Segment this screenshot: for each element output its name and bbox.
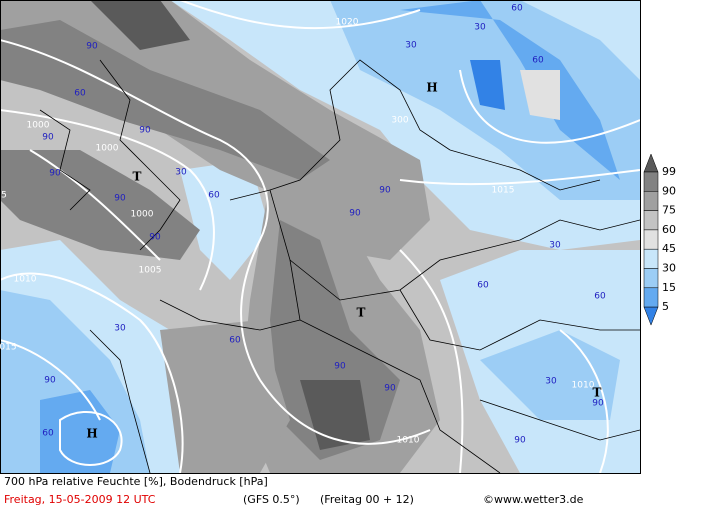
pressure-center: H <box>86 427 97 441</box>
pressure-center: H <box>426 81 437 95</box>
pressure-center: T <box>593 386 602 400</box>
legend: 99 90 75 60 45 30 15 5 <box>643 153 676 326</box>
footer-model: (GFS 0.5°) <box>243 493 300 506</box>
contour-label: 1010 <box>572 381 595 391</box>
footer-title: 700 hPa relative Feuchte [%], Bodendruck… <box>4 475 268 488</box>
legend-swatch <box>643 268 659 289</box>
contour-label: 90 <box>349 209 361 219</box>
contour-label: 90 <box>384 384 396 394</box>
contour-label: 90 <box>42 133 54 143</box>
contour-label: 30 <box>474 23 486 33</box>
legend-label: 90 <box>662 184 676 197</box>
legend-label: 60 <box>662 223 676 236</box>
contour-label: 60 <box>594 292 606 302</box>
contour-label: 90 <box>149 233 161 243</box>
contour-label: 1005 <box>139 266 162 276</box>
pressure-center: T <box>357 306 366 320</box>
map-field <box>1 1 640 473</box>
legend-swatch <box>643 210 659 231</box>
legend-label: 5 <box>662 300 669 313</box>
map-frame <box>0 0 641 474</box>
contour-label: 90 <box>86 42 98 52</box>
legend-swatch <box>643 287 659 308</box>
legend-swatch <box>643 248 659 269</box>
footer-date: Freitag, 15-05-2009 12 UTC <box>4 493 156 506</box>
legend-label: 45 <box>662 242 676 255</box>
contour-label: 1000 <box>96 144 119 154</box>
contour-label: 90 <box>49 169 61 179</box>
contour-label: 90 <box>379 186 391 196</box>
contour-label: 015 <box>0 343 17 353</box>
contour-label: 90 <box>592 399 604 409</box>
contour-label: 5 <box>1 191 7 201</box>
legend-swatch <box>643 306 659 326</box>
contour-label: 60 <box>74 89 86 99</box>
contour-label: 60 <box>511 4 523 14</box>
contour-label: 90 <box>44 376 56 386</box>
legend-label: 99 <box>662 165 676 178</box>
pressure-center: T <box>133 170 142 184</box>
contour-label: 90 <box>514 436 526 446</box>
legend-swatch <box>643 229 659 250</box>
legend-swatch <box>643 191 659 211</box>
contour-label: 30 <box>549 241 561 251</box>
contour-label: 30 <box>405 41 417 51</box>
footer-run: (Freitag 00 + 12) <box>320 493 414 506</box>
contour-label: 1000 <box>27 121 50 131</box>
legend-swatch <box>643 171 659 192</box>
contour-label: 300 <box>391 116 408 126</box>
contour-label: 1015 <box>492 186 515 196</box>
contour-label: 60 <box>229 336 241 346</box>
contour-label: 30 <box>114 324 126 334</box>
contour-label: 1010 <box>14 275 37 285</box>
contour-label: 30 <box>175 168 187 178</box>
contour-label: 1000 <box>131 210 154 220</box>
legend-label: 15 <box>662 281 676 294</box>
contour-label: 60 <box>477 281 489 291</box>
contour-label: 60 <box>208 191 220 201</box>
contour-label: 30 <box>545 377 557 387</box>
contour-label: 60 <box>42 429 54 439</box>
contour-label: 60 <box>532 56 544 66</box>
contour-label: 90 <box>139 126 151 136</box>
legend-label: 75 <box>662 204 676 217</box>
contour-label: 1010 <box>397 436 420 446</box>
legend-label: 30 <box>662 262 676 275</box>
footer-source: ©www.wetter3.de <box>483 493 584 506</box>
contour-label: 90 <box>114 194 126 204</box>
contour-label: 1020 <box>336 18 359 28</box>
legend-swatch <box>643 153 659 173</box>
contour-label: 90 <box>334 362 346 372</box>
